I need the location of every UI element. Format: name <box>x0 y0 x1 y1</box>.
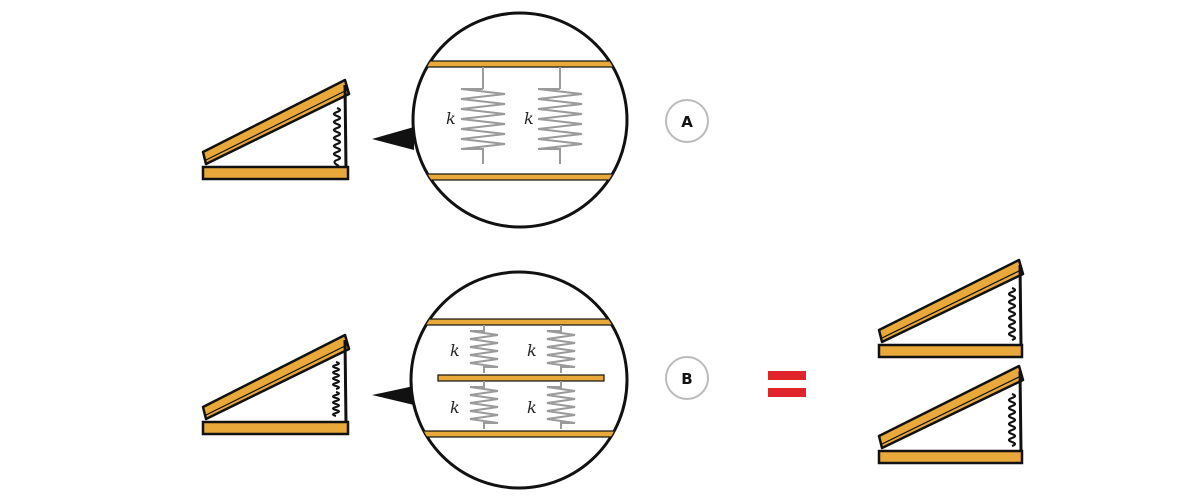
zoom-circle-a: k k <box>411 11 629 229</box>
callout-pointer-icon <box>372 386 414 405</box>
lid-edge <box>205 344 348 416</box>
back-post <box>1018 370 1023 453</box>
callout-pointer-icon <box>372 127 414 150</box>
spring-1 <box>460 67 506 164</box>
coil-spring <box>1007 392 1017 448</box>
spring-lower-right <box>546 381 576 429</box>
base-plank <box>877 449 1024 465</box>
hinge-board-a <box>201 78 351 181</box>
badge-b-label: B <box>681 370 692 388</box>
lid-plank <box>201 333 351 421</box>
k-label: k <box>450 341 460 360</box>
zoom-circle-b: k k k k <box>409 270 629 490</box>
back-post <box>1018 264 1023 347</box>
coil-spring <box>1007 286 1017 342</box>
lid-plank <box>201 78 351 166</box>
spring-2 <box>537 67 583 164</box>
k-label: k <box>446 109 456 128</box>
spring-upper-left <box>469 325 499 373</box>
middle-plate <box>437 374 605 382</box>
lid-plank <box>877 258 1025 344</box>
base-plank <box>201 165 350 181</box>
lid-edge <box>205 89 348 161</box>
hinge-board-stack-bottom <box>877 364 1025 465</box>
back-post <box>343 84 348 169</box>
k-label: k <box>450 398 460 417</box>
base-plank <box>877 343 1024 359</box>
k-label: k <box>527 398 537 417</box>
back-post <box>343 339 348 424</box>
k-label: k <box>524 109 534 128</box>
bottom-plate <box>413 173 627 181</box>
badge-a-label: A <box>681 113 693 131</box>
badge-a: A <box>665 99 709 143</box>
spring-upper-right <box>546 325 576 373</box>
coil-spring-single <box>332 106 342 162</box>
top-plate <box>411 318 627 326</box>
coil-spring-upper <box>332 361 340 390</box>
hinge-board-b <box>201 333 351 436</box>
base-plank <box>201 420 350 436</box>
lid-plank <box>877 364 1025 450</box>
coil-spring-lower <box>332 391 340 417</box>
bottom-plate <box>411 430 627 438</box>
equals-sign-icon <box>768 371 806 397</box>
top-plate <box>413 60 627 68</box>
hinge-board-stack-top <box>877 258 1025 359</box>
spring-end-curl <box>333 159 340 167</box>
k-label: k <box>527 341 537 360</box>
spring-lower-left <box>469 381 499 429</box>
lid-edge <box>881 375 1022 445</box>
badge-b: B <box>665 356 709 400</box>
lid-edge <box>881 269 1022 339</box>
